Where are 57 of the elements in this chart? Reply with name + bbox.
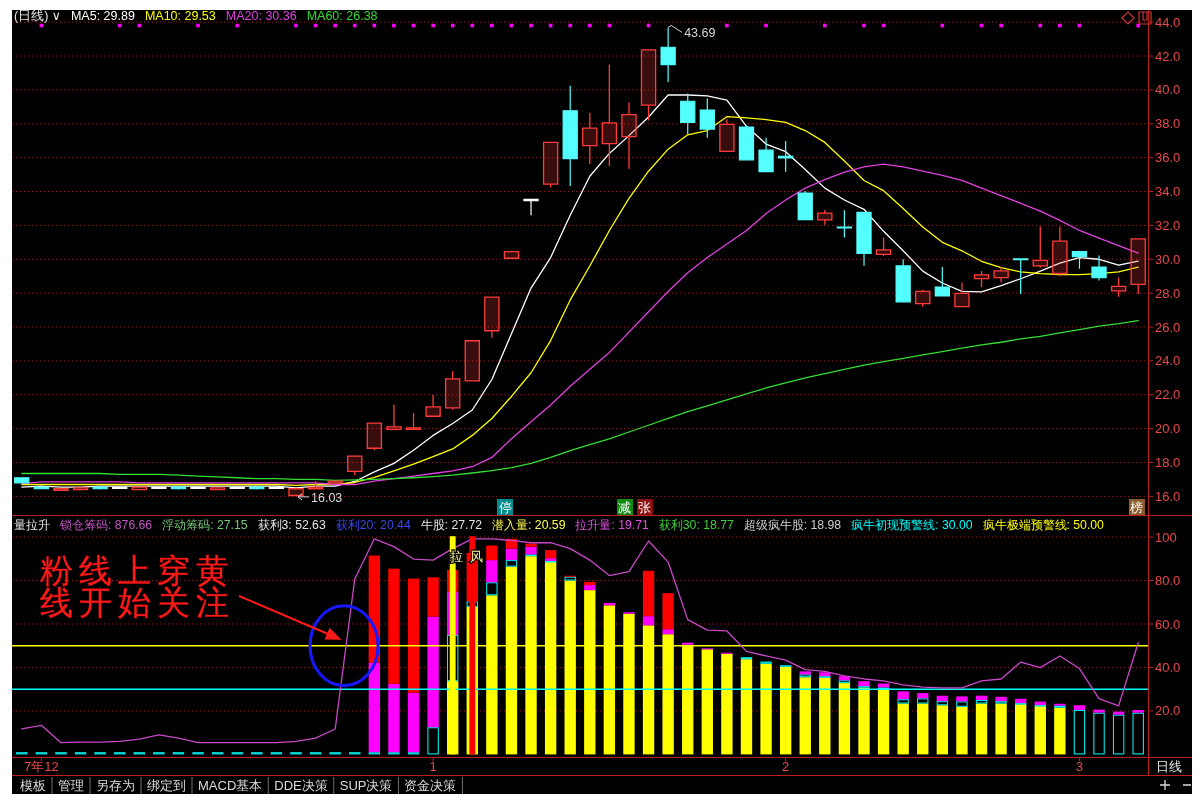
text: 43.69: [684, 26, 716, 41]
annotation: 张: [638, 500, 652, 515]
chart-title: 量拉升: [14, 518, 50, 532]
text: MA5: 29.89: [70, 9, 135, 23]
text: 绑定到: [147, 778, 186, 793]
annotation: 拉升量: 19.71: [575, 518, 650, 532]
y-tick-label: 16.0: [1155, 488, 1181, 504]
y-tick-label: 38.0: [1155, 116, 1181, 132]
annotation: 获利3: 52.63: [257, 518, 326, 532]
x-tick-label: 7年12: [24, 759, 59, 774]
y-tick-label: 100: [1155, 529, 1177, 545]
annotation: 牛股: 27.72: [420, 518, 483, 532]
y-tick-label: 26.0: [1155, 319, 1181, 335]
y-tick-label: 40.0: [1155, 82, 1181, 98]
text: 另存为: [96, 778, 135, 793]
annotation: 超级疯牛股: 18.98: [743, 518, 842, 532]
annotation: 粉线上穿黄线开始关注: [40, 552, 235, 621]
text: 模板: [20, 778, 46, 793]
text: SUP决策: [339, 778, 393, 793]
ref-line-label: 疯牛极端预警线: 50.00: [982, 518, 1105, 532]
x-tick-label: 2: [782, 759, 790, 774]
text: MA10: 29.53: [144, 9, 216, 23]
y-tick-label: 20.0: [1155, 421, 1181, 437]
y-tick-label: 30.0: [1155, 251, 1181, 267]
y-tick-label: 60.0: [1155, 616, 1181, 632]
text: MA60: 26.38: [306, 9, 378, 23]
y-tick-label: 18.0: [1155, 455, 1181, 470]
annotation: 锁仓筹码: 876.66: [59, 518, 153, 532]
annotation: 减: [618, 500, 632, 515]
text: 管理: [58, 778, 84, 793]
annotation: 榜: [1130, 500, 1144, 515]
annotation: 潜入量: 20.59: [492, 518, 566, 532]
x-tick-label: 3: [1075, 759, 1084, 774]
y-tick-label: 40.0: [1155, 659, 1181, 675]
text: MACD基本: [198, 778, 263, 793]
y-tick-label: 36.0: [1155, 150, 1181, 166]
text: MA20: 30.36: [225, 9, 297, 23]
x-axis-title: 日线: [1156, 759, 1182, 774]
y-tick-label: 80.0: [1155, 573, 1181, 589]
y-tick-label: 34.0: [1155, 184, 1181, 200]
annotation: 获利20: 20.44: [335, 518, 411, 532]
annotation: 停: [498, 500, 512, 515]
y-tick-label: 20.0: [1155, 703, 1181, 719]
annotation: 获利30: 18.77: [658, 518, 734, 532]
text: DDE决策: [274, 778, 328, 793]
chart-title: (日线) ∨: [14, 9, 61, 23]
y-tick-label: 24.0: [1155, 353, 1181, 369]
annotation: 浮动筹码: 27.15: [162, 518, 248, 532]
y-tick-label: 22.0: [1155, 387, 1181, 403]
x-tick-label: 1: [429, 759, 437, 774]
y-tick-label: 44.0: [1155, 14, 1181, 30]
ref-line-label: 疯牛初现预警线: 30.00: [851, 518, 973, 532]
y-tick-label: 28.0: [1155, 285, 1181, 301]
text: 16.03: [311, 490, 343, 505]
y-tick-label: 42.0: [1155, 48, 1181, 64]
y-tick-label: 32.0: [1155, 217, 1181, 233]
text: 资金决策: [404, 778, 457, 793]
